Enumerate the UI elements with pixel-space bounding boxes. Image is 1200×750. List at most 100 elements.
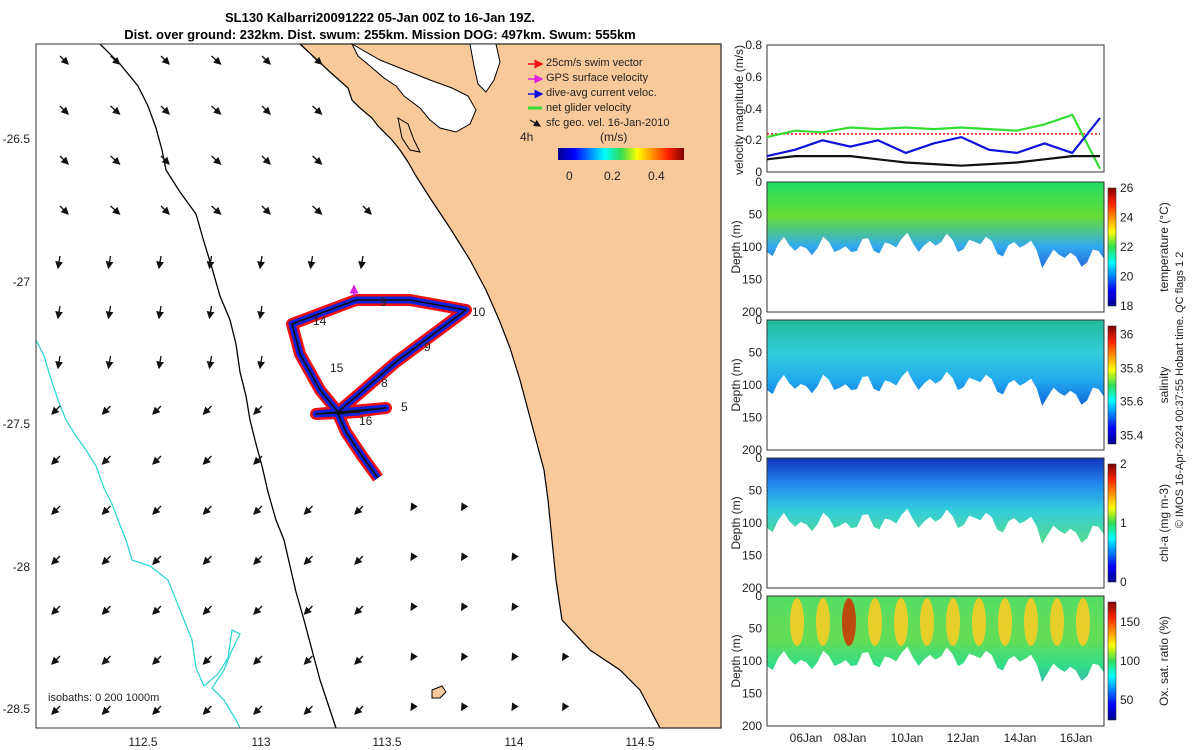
colorbar-tick: 35.4 (1120, 429, 1144, 443)
sfc-velocity-arrow (354, 555, 364, 565)
colorbar-tick: 20 (1120, 270, 1134, 284)
sfc-velocity-arrow (55, 355, 63, 370)
surface-velocity-field (51, 55, 570, 715)
chart-title-line2: Dist. over ground: 232km. Dist. swum: 25… (124, 27, 636, 42)
oxygen-max-blob (946, 598, 960, 646)
sfc-velocity-arrow (253, 555, 263, 565)
depth-ylabel: Depth (m) (729, 634, 743, 687)
colorbar-salinity (1107, 325, 1117, 445)
colorbar-tick: 0.2 (604, 169, 621, 183)
velocity-series-black (766, 155, 1100, 167)
sfc-velocity-arrow (460, 602, 469, 612)
legend-hour: 4h (520, 130, 533, 144)
sfc-velocity-arrow (410, 552, 418, 562)
sfc-velocity-arrow (358, 255, 366, 270)
section-fill (767, 458, 1104, 544)
sfc-velocity-arrow (206, 355, 215, 370)
sfc-velocity-arrow (211, 155, 222, 165)
day-label: 10 (472, 305, 486, 319)
time-tick: 08Jan (834, 731, 867, 745)
day-label: 8 (381, 376, 388, 390)
sfc-velocity-arrow (156, 255, 164, 270)
sfc-velocity-arrow (253, 405, 263, 415)
velocity-panel: 0.8 0.6 0.4 0.2 0 velocity magnitude (m/… (732, 38, 1105, 179)
sfc-velocity-arrow (253, 655, 263, 665)
velocity-series-blue (766, 117, 1101, 158)
section-fill (767, 320, 1104, 406)
oxygen-max-blob (920, 598, 934, 646)
sfc-velocity-arrow (110, 105, 121, 115)
depth-ylabel: Depth (m) (729, 358, 743, 411)
sfc-velocity-arrow (160, 155, 170, 165)
sfc-velocity-arrow (253, 605, 263, 615)
depth-tick: 50 (749, 346, 763, 360)
sfc-velocity-arrow (561, 652, 570, 662)
velocity-tick: 0.6 (745, 70, 762, 84)
oxygen-max-blob (1076, 598, 1090, 646)
colorbar-tick: 2 (1120, 457, 1127, 471)
sfc-velocity-arrow (51, 455, 61, 465)
lat-tick: -28.5 (3, 702, 31, 716)
sfc-velocity-arrow (59, 205, 69, 215)
sfc-velocity-arrow (59, 105, 69, 115)
sfc-velocity-arrow (152, 505, 162, 515)
depth-tick: 200 (742, 719, 762, 733)
sfc-velocity-arrow (51, 555, 61, 565)
sfc-velocity-arrow (160, 105, 170, 115)
sfc-velocity-arrow (312, 55, 323, 65)
depth-tick: 0 (755, 451, 762, 465)
depth-tick: 0 (755, 175, 762, 189)
colorbar-tick: 35.6 (1120, 395, 1144, 409)
sfc-velocity-arrow (312, 205, 323, 215)
colorbar-tick: 24 (1120, 211, 1134, 225)
sfc-velocity-arrow (354, 605, 364, 615)
sfc-velocity-arrow (101, 605, 111, 615)
panel-frame (766, 181, 1105, 313)
sfc-velocity-arrow (51, 505, 61, 515)
lat-tick: -26.5 (3, 132, 31, 146)
map-x-ticks: 112.5 113 113.5 114 114.5 (128, 735, 654, 749)
island (431, 685, 447, 699)
lat-tick: -28 (13, 560, 31, 574)
panel-frame (766, 457, 1105, 589)
sfc-velocity-arrow (51, 605, 61, 615)
chart-title-line1: SL130 Kalbarri20091222 05-Jan 00Z to 16-… (224, 10, 535, 25)
lon-tick: 114 (504, 735, 523, 749)
colorbar-label: chl-a (mg m-3) (1157, 484, 1171, 562)
sfc-velocity-arrow (261, 205, 271, 215)
sfc-velocity-arrow (101, 455, 111, 465)
bay-islet (397, 116, 421, 153)
sfc-velocity-arrow (55, 305, 63, 320)
depth-panel-salinity: 0 50 100 150 200 Depth (m) 36 35.8 35.6 35.4 salin… (729, 313, 1171, 457)
depth-tick: 200 (742, 443, 762, 457)
oxygen-max-blob (1050, 598, 1064, 646)
depth-tick: 200 (742, 305, 762, 319)
velocity-lines (766, 113, 1101, 170)
depth-tick: 100 (742, 378, 762, 392)
lat-tick: -27 (13, 275, 31, 289)
sfc-velocity-arrow (55, 255, 63, 270)
sfc-velocity-arrow (202, 505, 212, 515)
sfc-velocity-arrow (257, 255, 265, 270)
sfc-velocity-arrow (211, 205, 222, 215)
sfc-velocity-arrow (110, 155, 121, 165)
depth-tick: 200 (742, 581, 762, 595)
sfc-velocity-arrow (410, 652, 418, 662)
oxygen-max-blob (894, 598, 908, 646)
lat-tick: -27.5 (3, 417, 31, 431)
colorbar-tick: 0 (566, 169, 573, 183)
depth-ylabel: Depth (m) (729, 220, 743, 273)
colorbar-tick: 26 (1120, 181, 1134, 195)
sfc-velocity-arrow (51, 405, 61, 415)
velocity-ylabel: velocity magnitude (m/s) (732, 45, 746, 175)
isobath-1000m (35, 339, 241, 729)
time-x-ticks: 06Jan 08Jan 10Jan 12Jan 14Jan 16Jan (790, 731, 1093, 745)
sfc-velocity-arrow (261, 105, 271, 115)
sfc-velocity-arrow (105, 255, 114, 270)
depth-tick: 100 (742, 516, 762, 530)
depth-tick: 150 (742, 411, 762, 425)
lon-tick: 113.5 (372, 735, 401, 749)
depth-panel-temperature: 0 50 100 150 200 Depth (m) 26 24 22 20 18 temperatu… (729, 175, 1171, 319)
sfc-velocity-arrow (101, 655, 111, 665)
